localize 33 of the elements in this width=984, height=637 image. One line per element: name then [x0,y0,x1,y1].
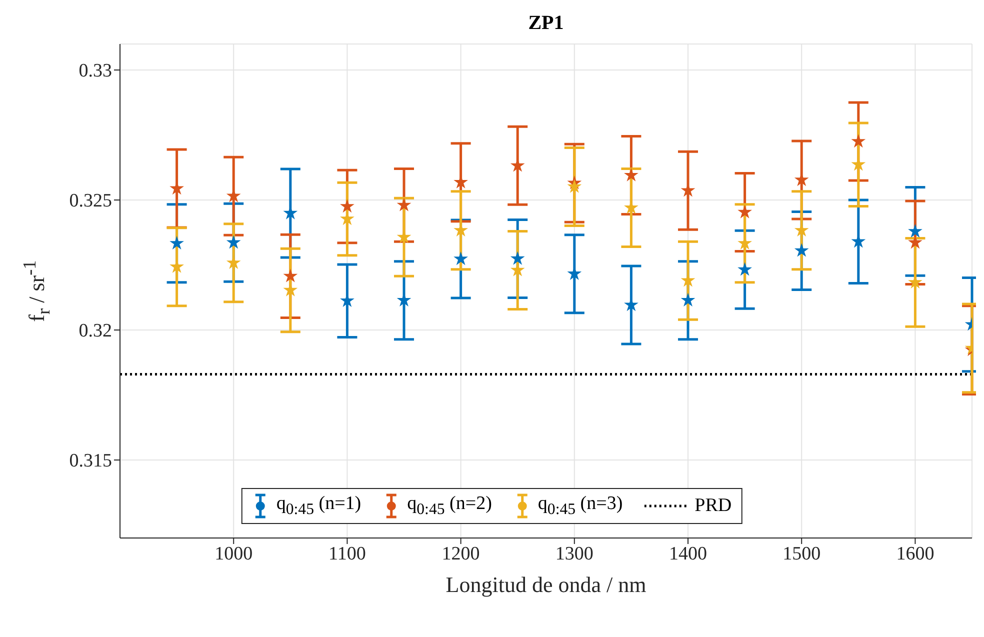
chart-title: ZP1 [528,12,564,34]
point [340,198,354,213]
x-tick-label: 1200 [442,543,480,564]
x-tick-label: 1000 [214,543,253,564]
y-tick-label: 0.315 [69,450,112,472]
point [454,251,468,266]
point [738,262,752,276]
point [908,235,922,249]
x-tick-label: 1100 [328,543,366,564]
legend-label: q$_{0:45}$ (n=3) [538,493,623,519]
x-tick-label: 1500 [782,543,821,564]
point [283,268,298,282]
x-tick-label: 1300 [555,543,594,564]
point [510,251,525,265]
point [226,235,241,249]
point [908,224,922,238]
point [851,134,866,148]
legend-label: q$_{0:45}$ (n=2) [407,493,492,519]
y-tick-label: 0.325 [69,190,112,212]
point [396,198,412,212]
point [794,243,809,257]
point [170,236,184,250]
x-tick-label: 1600 [896,543,934,564]
point [567,179,582,193]
y-tick-label: 0.32 [78,320,112,342]
x-tick-label: 1400 [669,543,707,564]
y-tick-label: 0.33 [78,60,112,82]
point [738,204,752,218]
point [624,168,638,182]
point [680,292,696,306]
x-axis-title: Longitud de onda / nm [446,572,646,597]
legend-label: PRD [694,495,732,517]
legend-label: q$_{0:45}$ (n=1) [276,493,362,519]
